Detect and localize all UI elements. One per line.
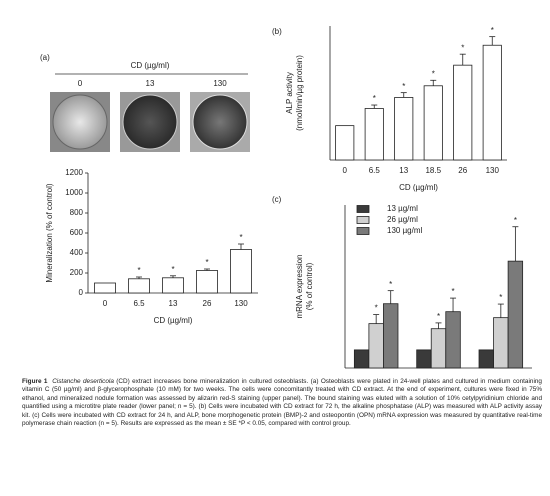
legend-label: 26 µg/ml bbox=[387, 215, 418, 224]
bar bbox=[453, 64, 473, 161]
significance: * bbox=[375, 304, 378, 313]
legend-label: 130 µg/ml bbox=[387, 226, 423, 235]
well bbox=[52, 94, 108, 150]
bar bbox=[416, 349, 432, 369]
well-label: 130 bbox=[213, 79, 227, 88]
x-tick-label: 18.5 bbox=[425, 166, 441, 175]
bar bbox=[230, 249, 252, 294]
y-axis-label: mRNA expression bbox=[295, 254, 304, 318]
x-axis-label: CD (µg/ml) bbox=[154, 316, 193, 325]
x-tick-label: 0 bbox=[343, 166, 348, 175]
legend-label: 13 µg/ml bbox=[387, 204, 418, 213]
significance: * bbox=[402, 82, 405, 91]
significance: * bbox=[451, 287, 454, 296]
x-tick-label: 130 bbox=[486, 166, 500, 175]
caption-text: (CD) extract increases bone mineralizati… bbox=[22, 378, 542, 428]
y-tick-label: 800 bbox=[70, 208, 84, 217]
x-tick-label: 6.5 bbox=[369, 166, 381, 175]
y-tick-label: 200 bbox=[70, 268, 84, 277]
significance: * bbox=[437, 312, 440, 321]
y-tick-label: 1000 bbox=[65, 188, 83, 197]
bar bbox=[128, 278, 150, 294]
caption-label: Figure 1 bbox=[22, 378, 48, 385]
y-tick-label: 1200 bbox=[65, 168, 83, 177]
legend-swatch bbox=[356, 216, 370, 224]
well-label: 0 bbox=[78, 79, 83, 88]
significance: * bbox=[239, 233, 242, 242]
significance: * bbox=[491, 26, 494, 35]
legend-swatch bbox=[356, 227, 370, 235]
panel-label: (c) bbox=[272, 195, 282, 204]
x-tick-label: 0 bbox=[103, 299, 108, 308]
significance: * bbox=[461, 43, 464, 52]
significance: * bbox=[373, 94, 376, 103]
caption-species: Cistanche deserticola bbox=[52, 378, 114, 385]
y-axis-label: (% of control) bbox=[305, 262, 314, 310]
bar bbox=[507, 260, 524, 369]
x-tick-label: 6.5 bbox=[133, 299, 145, 308]
y-axis-label: (nmol/min/µg protein) bbox=[295, 55, 304, 131]
y-tick-label: 600 bbox=[70, 228, 84, 237]
bar bbox=[445, 311, 461, 369]
bar bbox=[364, 108, 384, 161]
bar bbox=[368, 323, 384, 369]
wells-title: CD (µg/ml) bbox=[131, 61, 170, 70]
x-tick-label: 13 bbox=[169, 299, 178, 308]
x-axis-label: CD (µg/ml) bbox=[399, 183, 438, 192]
figure: (a) (b) (c) CD (µg/ml) 0 13 130 02004006… bbox=[40, 26, 532, 369]
well-label: 13 bbox=[146, 79, 155, 88]
bar bbox=[162, 277, 184, 294]
bar bbox=[196, 270, 218, 294]
significance: * bbox=[137, 266, 140, 275]
significance: * bbox=[205, 258, 208, 267]
panel-label: (b) bbox=[272, 27, 282, 36]
bar bbox=[482, 44, 502, 161]
x-tick-label: 26 bbox=[203, 299, 212, 308]
bar bbox=[335, 125, 355, 161]
caption: Figure 1 Cistanche deserticola (CD) extr… bbox=[22, 378, 542, 428]
panel-label: (a) bbox=[40, 53, 50, 62]
significance: * bbox=[514, 216, 517, 225]
bar bbox=[394, 97, 414, 161]
significance: * bbox=[171, 265, 174, 274]
y-axis-label: ALP activity bbox=[285, 72, 294, 114]
bar bbox=[94, 282, 116, 294]
bar bbox=[423, 85, 443, 161]
y-tick-label: 400 bbox=[70, 248, 84, 257]
y-axis-label: Mineralization (% of control) bbox=[45, 183, 54, 282]
bar bbox=[383, 303, 399, 369]
bar bbox=[353, 349, 370, 369]
y-tick-label: 0 bbox=[79, 288, 84, 297]
significance: * bbox=[499, 293, 502, 302]
bar bbox=[478, 349, 494, 369]
bar bbox=[493, 317, 509, 369]
bar bbox=[430, 328, 447, 369]
x-tick-label: 130 bbox=[234, 299, 248, 308]
well bbox=[122, 94, 178, 150]
legend-swatch bbox=[356, 205, 370, 213]
significance: * bbox=[432, 69, 435, 78]
well bbox=[192, 94, 248, 150]
significance: * bbox=[389, 280, 392, 289]
x-tick-label: 13 bbox=[399, 166, 408, 175]
x-tick-label: 26 bbox=[458, 166, 467, 175]
